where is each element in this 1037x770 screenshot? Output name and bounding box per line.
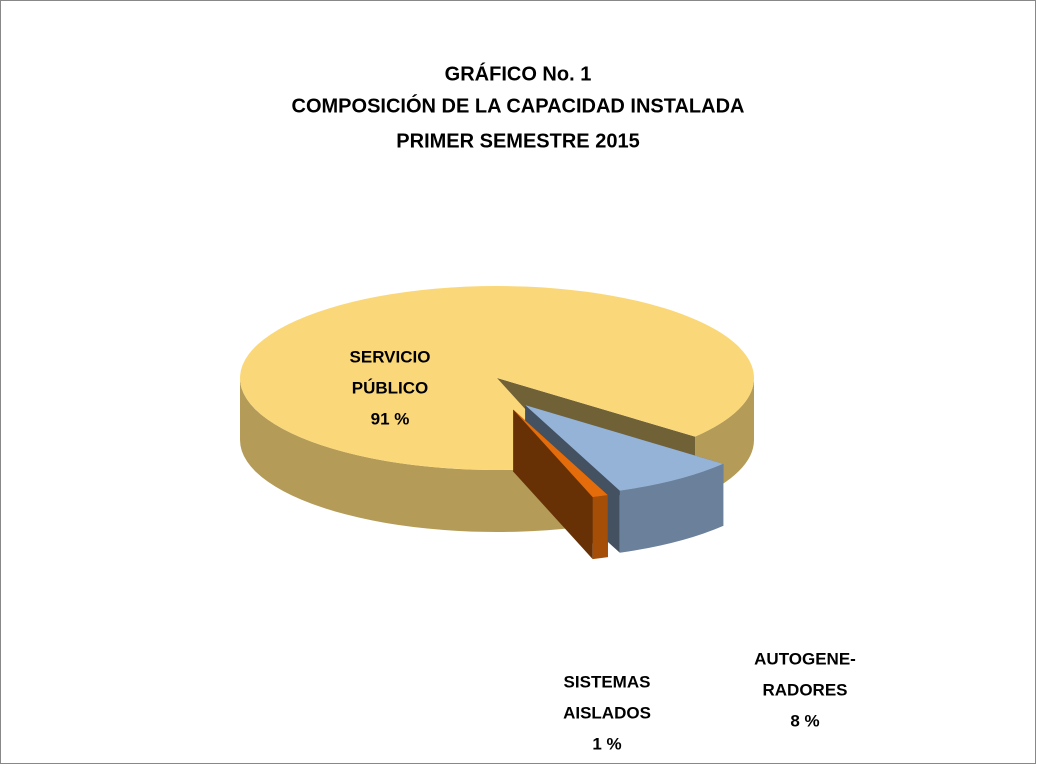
slice-label: SISTEMAS xyxy=(564,672,651,691)
slice-label: RADORES xyxy=(762,680,847,699)
slice-label: AISLADOS xyxy=(563,703,651,722)
value-label: 8 % xyxy=(790,711,819,730)
slice-side xyxy=(240,378,577,532)
value-label: 91 % xyxy=(371,409,410,428)
slice-face xyxy=(513,409,593,560)
slice xyxy=(240,285,755,470)
chart-title: GRÁFICO No. 1 xyxy=(445,62,592,85)
slice-side xyxy=(619,463,724,553)
chart-title: PRIMER SEMESTRE 2015 xyxy=(396,130,639,152)
slice-label: PÚBLICO xyxy=(352,378,429,397)
slice xyxy=(525,405,724,491)
value-label: 1 % xyxy=(592,734,621,753)
chart-title: COMPOSICIÓN DE LA CAPACIDAD INSTALADA xyxy=(292,93,745,117)
slice-side xyxy=(592,495,608,560)
slice-label: AUTOGENE- xyxy=(754,649,856,668)
slice-label: SERVICIO xyxy=(350,347,431,366)
slice xyxy=(513,409,608,498)
